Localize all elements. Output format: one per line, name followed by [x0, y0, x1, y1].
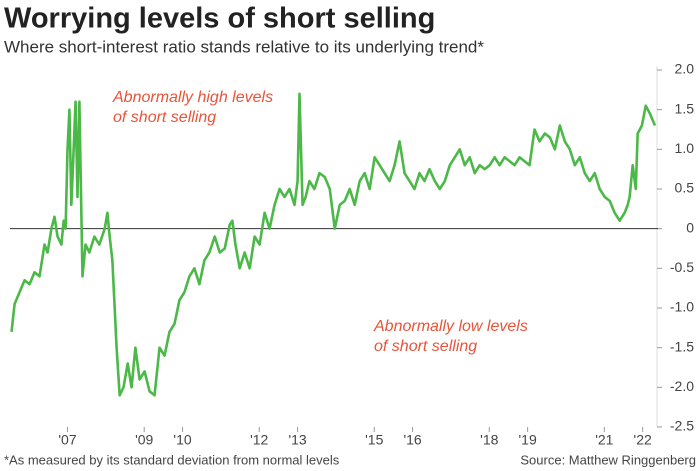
x-tick-label: '22 [634, 432, 652, 448]
y-tick-label: 1.0 [675, 140, 695, 156]
y-tick-label: 0.5 [675, 180, 695, 196]
annotation: Abnormally high levels [112, 89, 273, 106]
y-tick-label: 1.5 [675, 100, 695, 116]
annotation: of short selling [113, 109, 216, 126]
y-tick-label: -1.0 [670, 299, 694, 315]
annotation: of short selling [374, 338, 477, 355]
x-tick-label: '07 [58, 432, 76, 448]
x-tick-label: '09 [135, 432, 153, 448]
data-line [10, 92, 657, 397]
x-tick-label: '19 [519, 432, 537, 448]
x-tick-label: '10 [173, 432, 191, 448]
footnote: *As measured by its standard deviation f… [4, 452, 340, 467]
y-tick-label: -1.5 [670, 338, 694, 354]
x-tick-label: '15 [365, 432, 383, 448]
chart-title: Worrying levels of short selling [4, 3, 435, 35]
chart-subtitle: Where short-interest ratio stands relati… [4, 37, 484, 56]
x-tick-label: '13 [288, 432, 306, 448]
x-tick-label: '12 [250, 432, 268, 448]
annotation: Abnormally low levels [373, 318, 528, 335]
y-tick-label: 2.0 [675, 61, 695, 77]
source: Source: Matthew Ringgenberg [520, 452, 696, 467]
x-tick-label: '16 [403, 432, 421, 448]
y-tick-label: -2.5 [670, 418, 694, 434]
x-tick-label: '21 [595, 432, 613, 448]
x-tick-label: '18 [480, 432, 498, 448]
y-tick-label: -2.0 [670, 378, 694, 394]
y-tick-label: 0 [686, 219, 694, 235]
y-tick-label: -0.5 [670, 259, 694, 275]
